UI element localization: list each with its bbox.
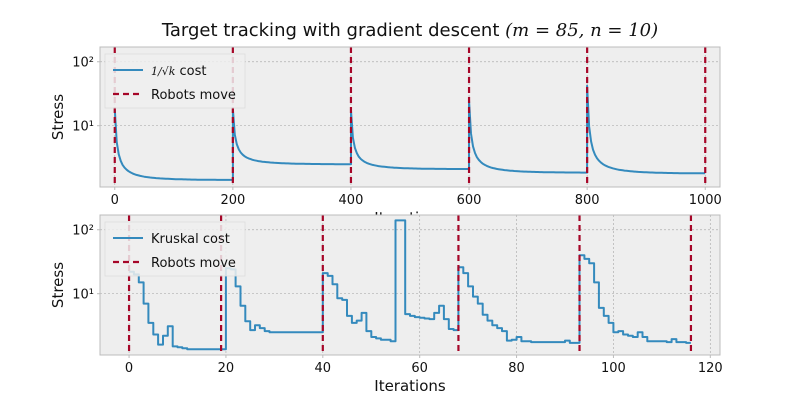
legend-box bbox=[104, 221, 246, 277]
x-tick-label: 1000 bbox=[689, 193, 722, 208]
legend: 1/√k cost Robots move bbox=[104, 53, 246, 109]
x-tick-label: 0 bbox=[111, 193, 119, 208]
x-tick-label: 20 bbox=[218, 361, 235, 376]
x-tick-label: 60 bbox=[411, 361, 428, 376]
y-axis-label: Stress bbox=[49, 262, 67, 308]
y-tick-label: 10² bbox=[72, 56, 94, 71]
series-line-1 bbox=[113, 84, 706, 181]
x-tick-label: 0 bbox=[125, 361, 133, 376]
y-axis-label: Stress bbox=[49, 94, 67, 140]
x-tick-label: 800 bbox=[575, 193, 600, 208]
legend-label-vline: Robots move bbox=[151, 256, 236, 271]
legend: Kruskal cost Robots move bbox=[104, 221, 246, 277]
legend-label-series: 1/√k cost bbox=[151, 64, 207, 79]
x-tick-label: 120 bbox=[698, 361, 723, 376]
chart-panel-2: 0 20 40 60 80 100 120 10¹ 10² Stress Iterations Kru… bbox=[49, 214, 723, 395]
legend-label-math: 1/√k bbox=[151, 65, 176, 78]
x-tick-label: 40 bbox=[315, 361, 332, 376]
chart-panel-1: 0200400600800100010¹10²StressIterations1… bbox=[49, 46, 722, 227]
chart-title-text: Target tracking with gradient descent bbox=[161, 20, 500, 41]
y-tick-label: 10¹ bbox=[72, 120, 94, 135]
x-tick-label: 80 bbox=[508, 361, 525, 376]
chart-title: Target tracking with gradient descent (m… bbox=[100, 20, 720, 41]
legend-label-vline: Robots move bbox=[151, 88, 236, 103]
legend-box bbox=[104, 53, 246, 109]
x-axis-label: Iterations bbox=[374, 377, 446, 395]
legend-label-series: Kruskal cost bbox=[151, 232, 230, 247]
x-tick-label: 600 bbox=[457, 193, 482, 208]
axes-frame bbox=[99, 214, 721, 356]
x-tick-label: 400 bbox=[339, 193, 364, 208]
y-tick-label: 10¹ bbox=[72, 288, 94, 303]
x-tick-label: 200 bbox=[220, 193, 245, 208]
legend-label-text: cost bbox=[175, 64, 206, 79]
x-tick-label: 100 bbox=[601, 361, 626, 376]
y-tick-label: 10² bbox=[72, 224, 94, 239]
chart-title-math: (m = 85, n = 10) bbox=[505, 20, 659, 41]
axes-frame bbox=[99, 46, 721, 188]
